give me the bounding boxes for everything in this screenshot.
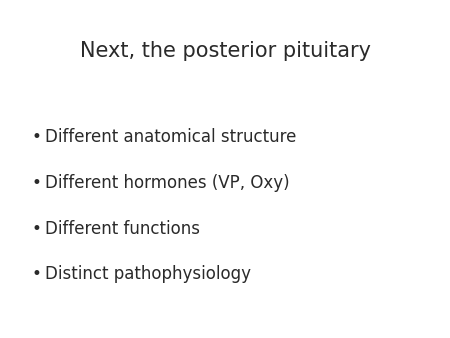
- Text: •: •: [32, 174, 41, 192]
- Text: Different functions: Different functions: [45, 220, 200, 238]
- Text: •: •: [32, 265, 41, 283]
- Text: •: •: [32, 220, 41, 238]
- Text: Distinct pathophysiology: Distinct pathophysiology: [45, 265, 251, 283]
- Text: Different hormones (VP, Oxy): Different hormones (VP, Oxy): [45, 174, 290, 192]
- Text: Different anatomical structure: Different anatomical structure: [45, 128, 297, 146]
- Text: Next, the posterior pituitary: Next, the posterior pituitary: [80, 41, 370, 61]
- Text: •: •: [32, 128, 41, 146]
